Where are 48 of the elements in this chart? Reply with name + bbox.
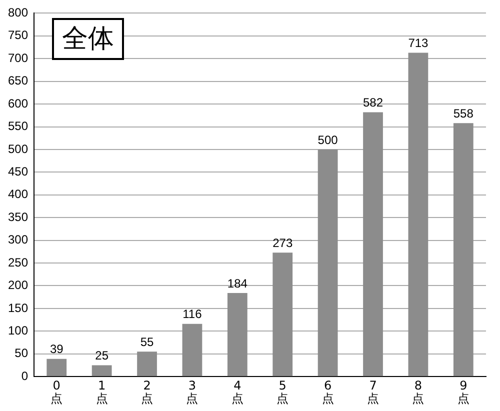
y-tick-label: 300 [8, 232, 28, 247]
bar [363, 112, 383, 376]
bar [272, 252, 293, 376]
bar [318, 149, 338, 376]
x-tick-label: 8 点 [412, 378, 424, 406]
data-label: 582 [362, 96, 384, 110]
y-tick-label: 250 [8, 255, 28, 270]
y-tick-label: 100 [8, 323, 28, 338]
x-tick-label: 2 点 [141, 378, 154, 406]
y-tick-label: 200 [8, 278, 28, 292]
data-label: 184 [227, 276, 248, 290]
x-tick-label: 6 点 [322, 378, 334, 406]
x-tick-label: 7 点 [367, 378, 380, 406]
x-tick-label: 0 点 [50, 378, 63, 406]
y-tick-label: 400 [8, 187, 28, 202]
data-label: 713 [408, 36, 429, 50]
chart-title: 全体 [52, 18, 124, 60]
data-label: 55 [140, 334, 154, 349]
bar [182, 324, 202, 376]
bar [453, 123, 474, 376]
y-tick-label: 550 [8, 119, 28, 134]
bar [46, 358, 67, 376]
x-tick-label: 4 点 [231, 378, 244, 406]
data-label: 25 [95, 348, 109, 363]
bar [137, 352, 157, 376]
x-tick-label: 5 点 [276, 378, 289, 406]
y-tick-label: 800 [8, 6, 28, 20]
y-tick-label: 600 [8, 96, 28, 110]
data-label: 558 [453, 106, 474, 120]
x-tick-label: 1 点 [96, 378, 108, 406]
x-tick-label: 9 点 [457, 378, 470, 406]
data-label: 500 [318, 132, 338, 147]
y-tick-label: 0 [21, 368, 28, 383]
data-label: 116 [182, 307, 202, 322]
bar [227, 293, 248, 376]
y-tick-label: 350 [8, 210, 28, 224]
y-tick-label: 50 [14, 346, 28, 360]
bar [92, 365, 112, 376]
data-label: 39 [50, 342, 64, 356]
y-tick-label: 150 [8, 300, 28, 315]
y-tick-label: 750 [8, 28, 28, 42]
x-tick-label: 3 点 [186, 378, 198, 406]
data-label: 273 [272, 236, 293, 250]
bar [408, 52, 428, 376]
y-tick-label: 700 [8, 50, 28, 65]
y-tick-label: 650 [8, 74, 28, 88]
y-tick-label: 500 [8, 142, 28, 156]
y-tick-label: 450 [8, 164, 28, 178]
